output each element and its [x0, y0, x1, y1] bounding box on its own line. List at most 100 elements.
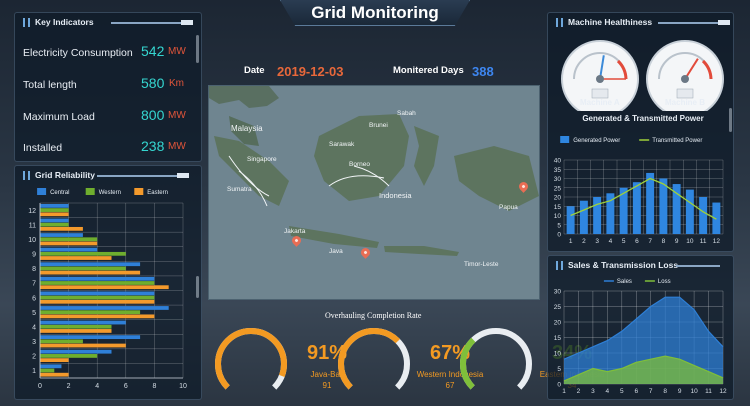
title-decoration — [658, 22, 718, 24]
gauge-region: Java-Bali — [310, 370, 344, 379]
x-tick-label: 2 — [67, 383, 71, 390]
bar — [685, 189, 694, 234]
bar — [40, 291, 155, 296]
y-tick-label: 20 — [554, 320, 562, 327]
x-tick-label: 9 — [678, 388, 682, 395]
map-label-brunei: Brunei — [369, 122, 388, 129]
x-tick-label: 4 — [95, 383, 99, 390]
legend-swatch — [37, 188, 47, 195]
bar — [40, 285, 169, 290]
ki-row-length: Total length 580 Km — [23, 75, 203, 95]
legend-label: Generated Power — [573, 138, 620, 144]
title-decoration-dot — [181, 20, 193, 25]
gauge-java-bali: 91% Java-Bali 91 — [213, 326, 347, 402]
x-tick-label: 7 — [649, 388, 653, 395]
key-indicators-title: Key Indicators — [23, 17, 94, 27]
map-label-sarawak: Sarawak — [329, 141, 355, 148]
x-tick-label: 12 — [713, 238, 721, 245]
ki-row-installed: Installed 238 MW — [23, 138, 203, 158]
panel-bars-icon — [23, 170, 30, 180]
ki-unit: MW — [168, 110, 186, 121]
legend-swatch — [134, 188, 144, 195]
x-tick-label: 6 — [124, 383, 128, 390]
gauge-eastern-indonesia: 34% Eastern Indonesia 34 — [458, 326, 604, 402]
bar — [40, 276, 155, 281]
page-title: Grid Monitoring — [311, 3, 439, 22]
gauge-ring — [338, 328, 410, 400]
y-tick-label: 30 — [554, 289, 562, 296]
gen-trans-chart: Generated Power Transmitted Power05101520… — [554, 136, 724, 245]
y-tick-label: 11 — [29, 222, 36, 229]
bar — [40, 368, 55, 373]
y-tick-label: 10 — [554, 213, 562, 220]
y-tick-label: 6 — [32, 295, 36, 302]
y-tick-label: 10 — [28, 237, 36, 244]
sales-loss-panel: Sales & Transmission Loss Sales Loss 0 5 10 1… — [547, 255, 734, 400]
y-tick-label: 0 — [557, 382, 561, 389]
y-tick-label: 3 — [32, 339, 36, 346]
bar — [40, 349, 112, 354]
scrollbar[interactable] — [729, 108, 732, 132]
indonesia-map[interactable]: Malaysia Singapore Indonesia Jakarta Bru… — [208, 85, 540, 300]
bar — [40, 262, 141, 267]
title-decoration — [97, 175, 177, 177]
machine-b-dial — [646, 40, 724, 111]
series-line — [563, 296, 724, 360]
y-tick-label: 5 — [32, 310, 36, 317]
y-tick-label: 25 — [554, 185, 562, 192]
map-label-sumatra: Sumatra — [227, 186, 252, 193]
y-tick-label: 25 — [554, 304, 562, 311]
ki-label: Installed — [23, 142, 63, 154]
legend-label: Eastern — [147, 190, 168, 196]
map-label-malaysia: Malaysia — [231, 124, 263, 133]
x-tick-label: 7 — [648, 238, 652, 245]
panel-bars-icon — [23, 17, 30, 27]
monitored-days-value: 388 — [472, 64, 494, 79]
y-tick-label: 0 — [557, 232, 561, 239]
map-shapes — [209, 86, 539, 256]
x-tick-label: 10 — [690, 388, 698, 395]
ki-unit: MW — [168, 46, 186, 57]
bar — [40, 329, 112, 333]
x-tick-label: 10 — [686, 238, 694, 245]
ki-row-max-load: Maximum Load 800 MW — [23, 107, 203, 127]
panel-bars-icon — [556, 260, 563, 270]
bar — [40, 354, 98, 358]
scrollbar[interactable] — [196, 276, 199, 298]
legend-swatch — [560, 136, 570, 143]
legend-label: Loss — [658, 279, 671, 285]
bar — [40, 222, 69, 227]
bar — [40, 299, 155, 304]
x-tick-label: 3 — [595, 238, 599, 245]
bar — [619, 187, 628, 234]
sales-loss-title: Sales & Transmission Loss — [556, 260, 678, 270]
y-tick-label: 8 — [32, 266, 36, 273]
map-label-papua: Papua — [499, 204, 518, 211]
bar — [40, 251, 126, 256]
x-tick-label: 3 — [591, 388, 595, 395]
bar — [40, 241, 98, 246]
x-tick-label: 0 — [38, 383, 42, 390]
gauge-ring — [214, 328, 287, 400]
ki-label: Total length — [23, 79, 77, 91]
y-tick-label: 2 — [32, 354, 36, 361]
x-tick-label: 4 — [606, 388, 610, 395]
y-tick-label: 4 — [32, 324, 36, 331]
x-tick-label: 6 — [634, 388, 638, 395]
x-tick-label: 1 — [562, 388, 566, 395]
map-label-sabah: Sabah — [397, 110, 416, 117]
ki-value: 542 — [141, 43, 165, 59]
bar — [40, 335, 141, 340]
bar — [40, 364, 62, 369]
bar — [566, 206, 575, 234]
ki-unit: MW — [168, 141, 186, 152]
bar — [40, 306, 169, 310]
bar — [606, 193, 615, 234]
ki-value: 580 — [141, 75, 165, 91]
bar — [40, 295, 155, 300]
scrollbar[interactable] — [196, 35, 199, 63]
bar — [646, 172, 655, 234]
map-label-jakarta: Jakarta — [284, 228, 306, 235]
bar — [40, 247, 98, 252]
y-tick-label: 5 — [557, 222, 561, 229]
